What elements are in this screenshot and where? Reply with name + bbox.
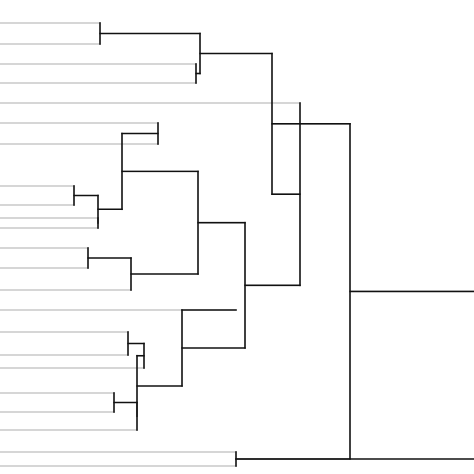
- leaf-lines: [0, 22, 301, 467]
- branch-lines: [73, 22, 474, 467]
